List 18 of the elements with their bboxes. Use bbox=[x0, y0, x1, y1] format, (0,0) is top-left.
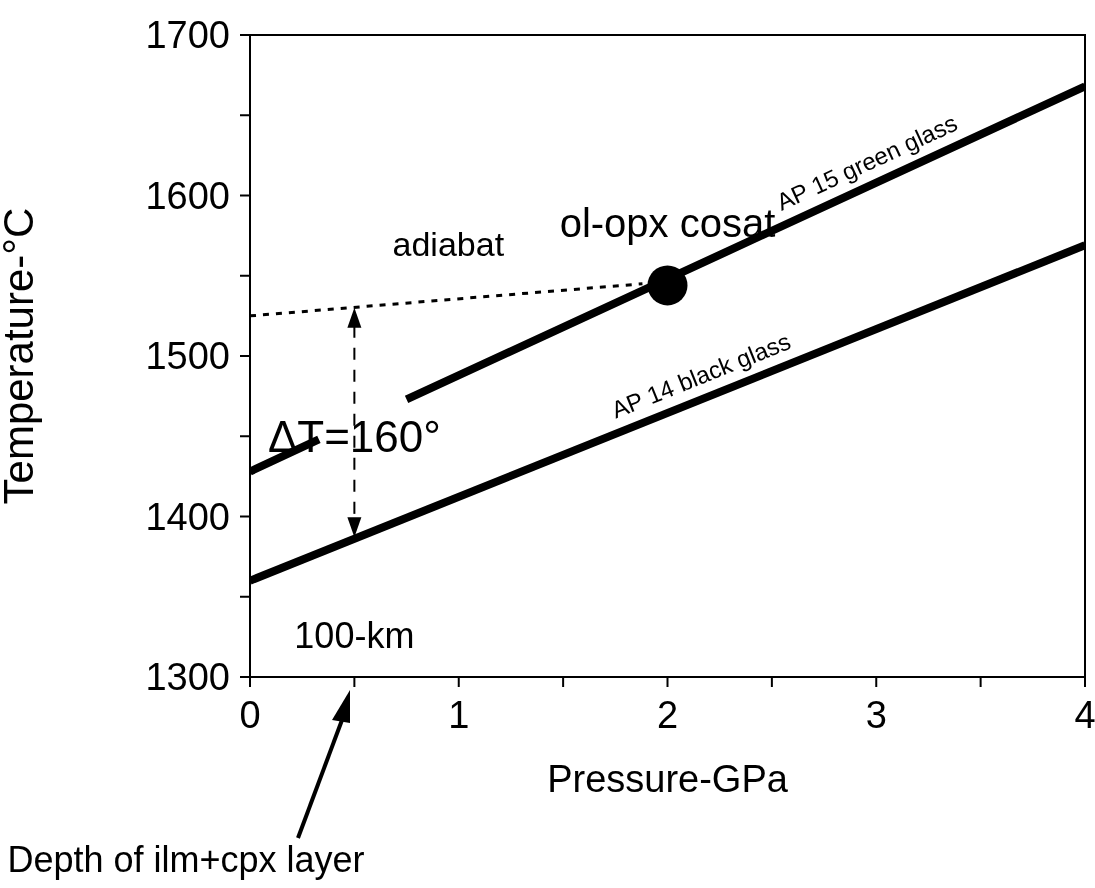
text: AP 15 green glass bbox=[772, 108, 962, 216]
x-tick-label: 2 bbox=[656, 693, 679, 736]
text: AP 14 black glass bbox=[607, 327, 795, 424]
y-tick-label: 1700 bbox=[145, 14, 230, 57]
x-tick-label: 1 bbox=[448, 693, 470, 736]
x-tick-label: 4 bbox=[1074, 693, 1095, 736]
x-axis-title: Pressure-GPa bbox=[547, 757, 789, 800]
y-axis-title: Temperature-°C bbox=[0, 207, 42, 505]
y-tick-label: 1400 bbox=[145, 495, 230, 538]
annotation: adiabat bbox=[392, 225, 505, 264]
x-tick-label: 0 bbox=[239, 693, 261, 736]
annotation: ΔT=160° bbox=[267, 412, 441, 462]
annotation: 100-km bbox=[294, 615, 415, 657]
text: Depth of ilm+cpx layer bbox=[7, 839, 365, 880]
y-tick-label: 1600 bbox=[145, 174, 230, 217]
x-tick-label: 3 bbox=[865, 693, 887, 736]
y-tick-label: 1300 bbox=[145, 656, 230, 699]
y-tick-label: 1500 bbox=[145, 335, 230, 378]
